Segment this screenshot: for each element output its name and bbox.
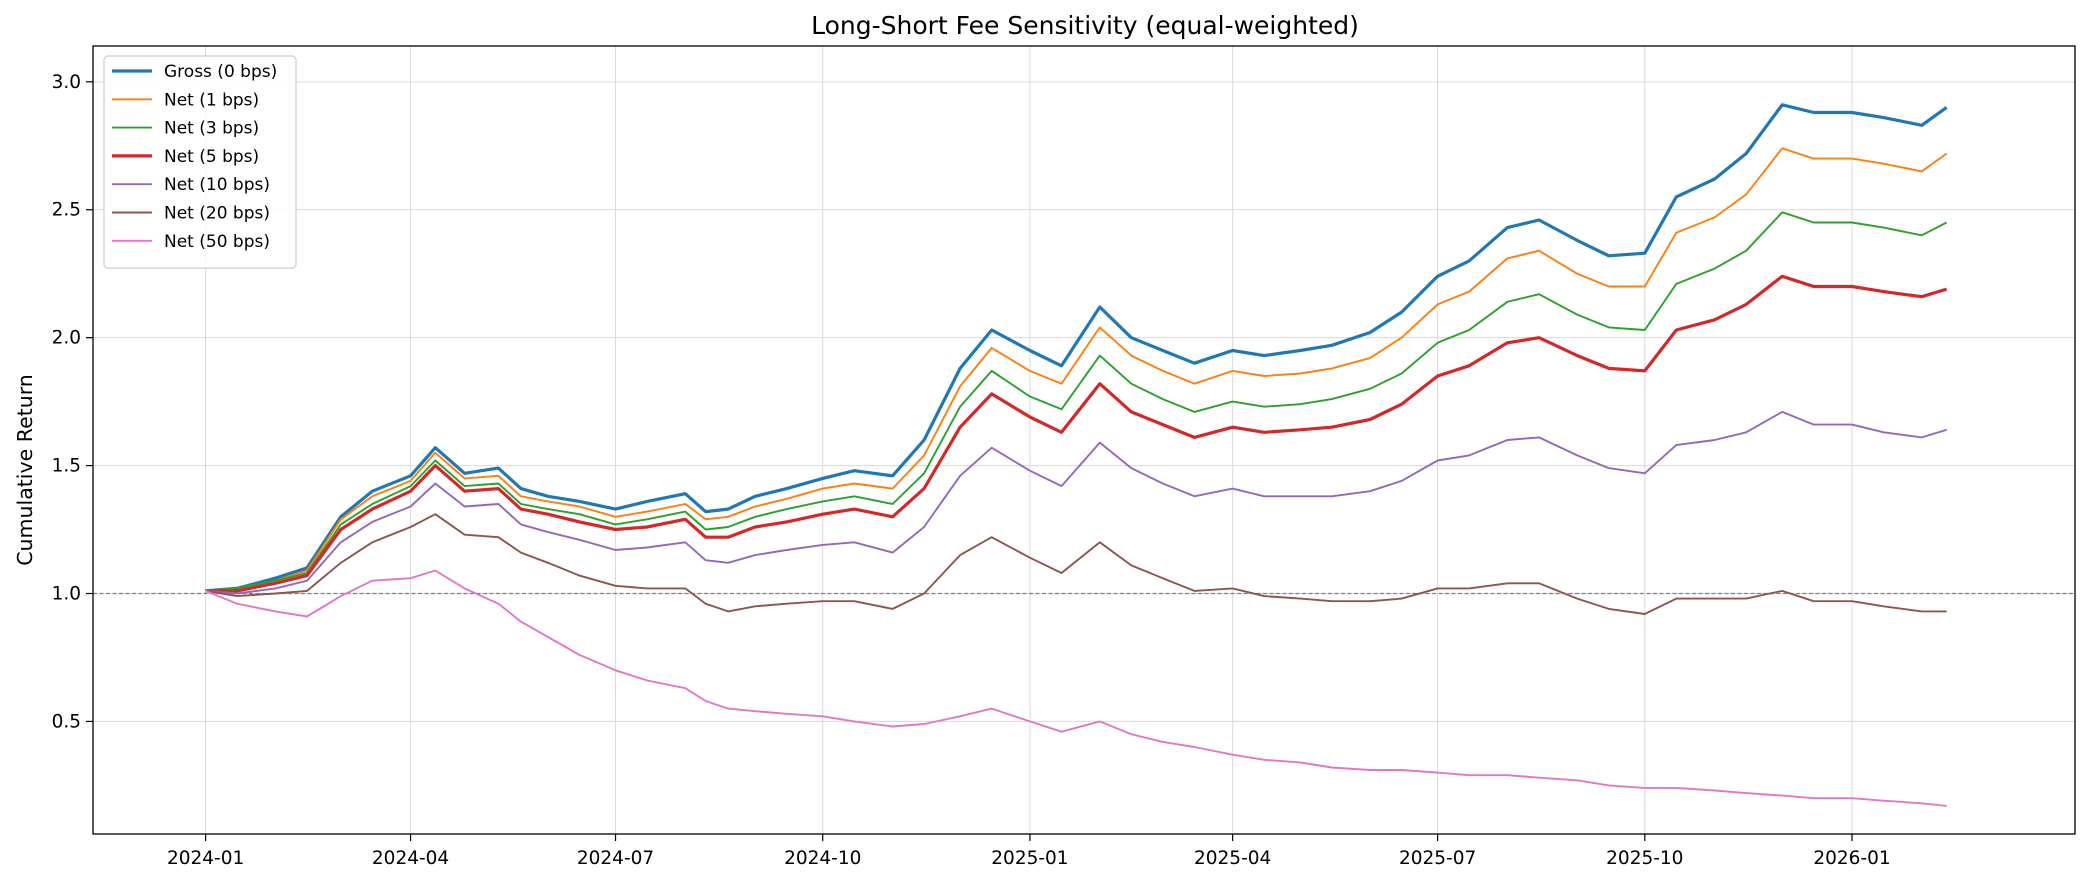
x-tick-label: 2025-07 — [1399, 848, 1476, 869]
legend-label: Net (50 bps) — [164, 232, 270, 252]
x-tick-label: 2025-01 — [991, 848, 1068, 869]
series-line-net-50-bps — [205, 569, 1947, 807]
x-tick-label: 2025-04 — [1194, 848, 1271, 869]
series-layer — [205, 103, 1948, 807]
series-line-net-20-bps — [205, 513, 1947, 615]
legend-label: Gross (0 bps) — [164, 62, 277, 82]
x-tick-label: 2026-01 — [1813, 848, 1890, 869]
legend-label: Net (20 bps) — [164, 204, 270, 224]
series-line-net-3-bps — [205, 211, 1948, 592]
legend-label: Net (5 bps) — [164, 147, 259, 167]
x-tick-label: 2025-10 — [1606, 848, 1683, 869]
series-line-net-10-bps — [205, 410, 1947, 595]
series-line-net-1-bps — [205, 147, 1948, 592]
y-tick-label: 1.5 — [52, 456, 81, 477]
plot-frame — [92, 45, 2076, 835]
series-line-net-5-bps — [205, 274, 1948, 593]
legend-box — [103, 55, 297, 269]
x-tick-label: 2024-01 — [167, 848, 244, 869]
legend-label: Net (1 bps) — [164, 90, 259, 110]
y-axis-title: Cumulative Return — [13, 374, 37, 566]
tick-layer: 2024-01 2024-04 2024-07 2024-10 2025-01 2025-… — [52, 72, 1891, 869]
y-tick-label: 0.5 — [52, 711, 81, 732]
legend-label: Net (10 bps) — [164, 175, 270, 195]
y-tick-label: 1.0 — [52, 584, 81, 605]
y-tick-label: 3.0 — [52, 72, 81, 93]
x-tick-label: 2024-07 — [577, 848, 654, 869]
chart-title: Long-Short Fee Sensitivity (equal-weight… — [811, 11, 1359, 40]
y-tick-label: 2.0 — [52, 328, 81, 349]
legend-label: Net (3 bps) — [164, 119, 259, 139]
series-line-gross-0-bps — [205, 103, 1948, 593]
x-tick-label: 2024-10 — [784, 848, 861, 869]
legend: Gross (0 bps) Net (1 bps) Net (3 bps) Net (… — [103, 55, 297, 269]
y-tick-label: 2.5 — [52, 200, 81, 221]
x-tick-label: 2024-04 — [372, 848, 449, 869]
